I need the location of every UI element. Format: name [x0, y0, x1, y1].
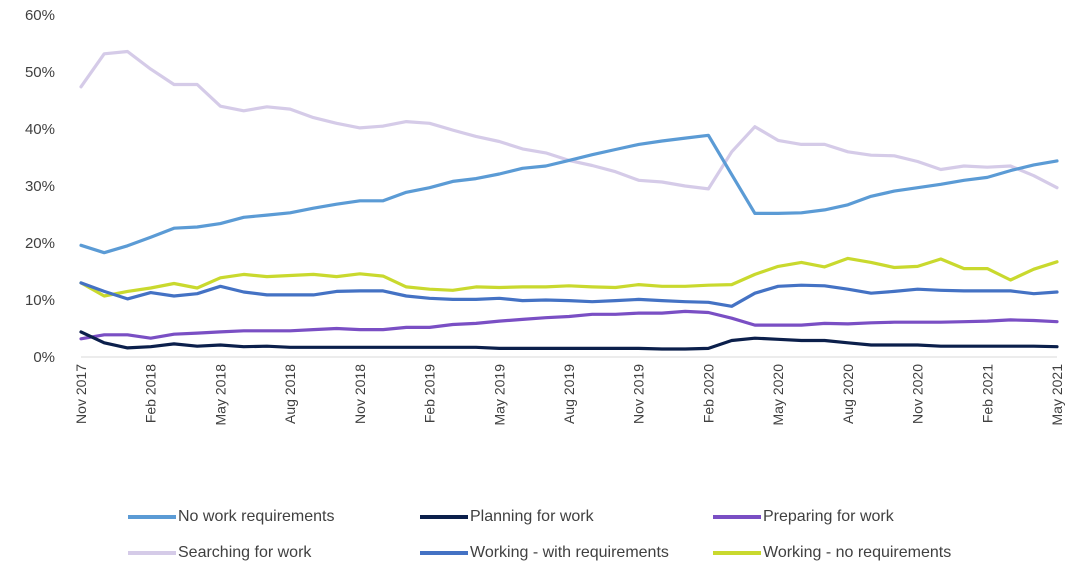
series-line-working-no-requirements	[79, 256, 1059, 298]
legend-label: No work requirements	[178, 508, 335, 525]
x-tick-label: Nov 2018	[352, 364, 368, 424]
y-tick-label: 30%	[25, 178, 55, 195]
x-tick-label: Feb 2021	[979, 364, 995, 423]
legend-label: Planning for work	[470, 508, 594, 525]
x-tick-label: Feb 2019	[422, 364, 438, 423]
legend: No work requirements Planning for work P…	[0, 500, 1071, 566]
x-tick-label: Aug 2019	[561, 364, 577, 424]
y-axis-ticks: 0% 10% 20% 30% 40% 50% 60%	[25, 7, 55, 366]
legend-label: Searching for work	[178, 544, 312, 561]
legend-label: Preparing for work	[763, 508, 894, 525]
series-line-preparing-for-work	[79, 309, 1059, 341]
legend-swatch	[128, 515, 176, 519]
x-tick-label: Nov 2020	[910, 364, 926, 424]
legend-swatch	[128, 551, 176, 555]
series-line-searching-for-work	[79, 49, 1059, 191]
x-tick-label: Nov 2019	[631, 364, 647, 424]
x-tick-label: Aug 2018	[282, 364, 298, 424]
x-tick-label: May 2018	[212, 364, 228, 426]
y-tick-label: 0%	[33, 349, 55, 366]
legend-swatch	[420, 515, 468, 519]
legend-item-working-with-requirements: Working - with requirements	[420, 544, 669, 562]
y-tick-label: 60%	[25, 7, 55, 24]
series-line-planning-for-work	[79, 330, 1059, 351]
line-chart: 0% 10% 20% 30% 40% 50% 60% Nov 2017 Feb 2018 May…	[25, 7, 1065, 426]
legend-item-planning-for-work: Planning for work	[420, 508, 594, 526]
legend-label: Working - no requirements	[763, 544, 952, 561]
series-line-no-work-requirements	[79, 133, 1059, 255]
x-tick-label: Feb 2018	[143, 364, 159, 423]
x-tick-label: Feb 2020	[700, 364, 716, 423]
x-tick-label: Aug 2020	[840, 364, 856, 424]
y-tick-label: 50%	[25, 64, 55, 81]
x-tick-label: May 2020	[770, 364, 786, 426]
y-tick-label: 40%	[25, 121, 55, 138]
legend-label: Working - with requirements	[470, 544, 669, 561]
x-tick-label: May 2021	[1049, 364, 1065, 426]
series-lines	[79, 49, 1059, 351]
legend-item-no-work-requirements: No work requirements	[128, 508, 335, 526]
y-tick-label: 10%	[25, 292, 55, 309]
y-tick-label: 20%	[25, 235, 55, 252]
x-tick-label: May 2019	[491, 364, 507, 426]
x-axis-ticks: Nov 2017 Feb 2018 May 2018 Aug 2018 Nov 2018…	[73, 364, 1065, 426]
legend-swatch	[420, 551, 468, 555]
x-tick-label: Nov 2017	[73, 364, 89, 424]
legend-swatch	[713, 515, 761, 519]
legend-item-working-no-requirements: Working - no requirements	[713, 544, 951, 562]
legend-item-searching-for-work: Searching for work	[128, 544, 311, 562]
legend-item-preparing-for-work: Preparing for work	[713, 508, 894, 526]
series-line-working-with-requirements	[79, 281, 1059, 308]
legend-swatch	[713, 551, 761, 555]
